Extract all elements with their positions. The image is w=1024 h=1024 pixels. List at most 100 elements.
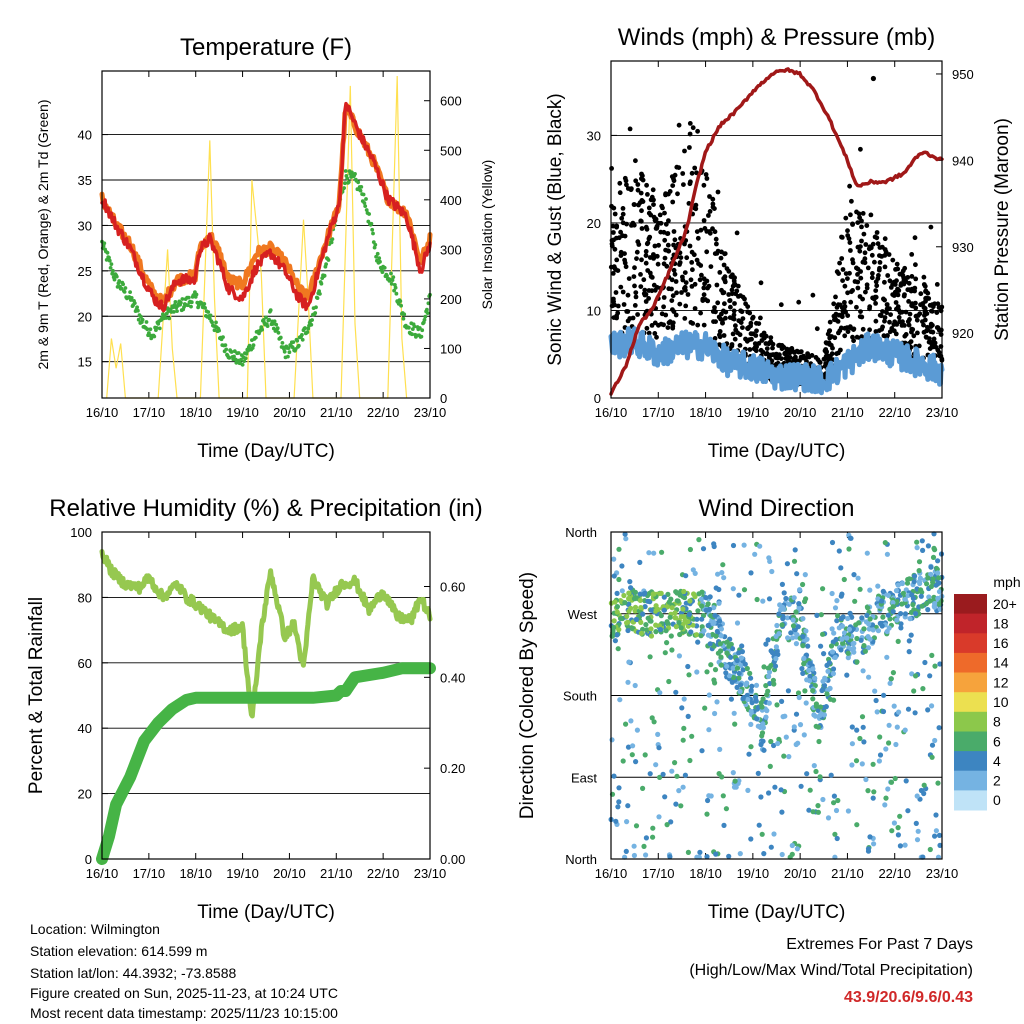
direction-point bbox=[920, 686, 926, 692]
gust-point bbox=[663, 221, 669, 227]
gust-point bbox=[880, 309, 885, 314]
dewpoint-point bbox=[274, 322, 279, 327]
direction-point bbox=[711, 677, 717, 683]
dewpoint-point bbox=[419, 334, 424, 339]
dewpoint-point bbox=[367, 212, 371, 216]
direction-point bbox=[771, 742, 777, 749]
direction-point bbox=[692, 594, 698, 600]
gust-point bbox=[744, 338, 750, 344]
gust-point bbox=[612, 246, 618, 252]
direction-point bbox=[784, 615, 791, 621]
gust-point bbox=[843, 271, 849, 276]
direction-point bbox=[711, 543, 717, 550]
direction-point bbox=[623, 848, 629, 855]
gust-point bbox=[863, 289, 868, 295]
direction-point bbox=[730, 770, 736, 776]
direction-point bbox=[840, 614, 846, 620]
y-tick-label: East bbox=[571, 770, 597, 785]
direction-point bbox=[805, 643, 811, 649]
direction-point bbox=[615, 646, 621, 652]
dewpoint-point bbox=[145, 327, 150, 332]
direction-point bbox=[803, 628, 809, 634]
gust-point bbox=[671, 229, 677, 234]
solar-insolation-line bbox=[106, 75, 408, 399]
direction-point bbox=[773, 644, 780, 650]
gust-point bbox=[646, 205, 652, 211]
direction-point bbox=[895, 582, 901, 588]
direction-point bbox=[781, 590, 787, 596]
y-tick-label: North bbox=[565, 852, 597, 867]
direction-point bbox=[728, 654, 734, 660]
direction-point bbox=[812, 675, 818, 681]
gust-point bbox=[849, 289, 854, 295]
gust-point bbox=[671, 267, 677, 273]
direction-point bbox=[764, 708, 770, 714]
gust-point bbox=[720, 318, 725, 323]
direction-point bbox=[740, 667, 746, 673]
x-tick-label: 17/10 bbox=[133, 866, 166, 881]
dewpoint-point bbox=[371, 231, 375, 236]
direction-point bbox=[807, 678, 813, 684]
direction-point bbox=[609, 737, 615, 743]
gust-point bbox=[712, 305, 717, 310]
gust-point bbox=[862, 250, 868, 256]
dewpoint-point bbox=[202, 302, 207, 306]
gust-point bbox=[687, 145, 692, 150]
direction-point bbox=[855, 575, 861, 581]
direction-point bbox=[807, 673, 813, 679]
direction-point bbox=[624, 620, 630, 626]
gust-point bbox=[793, 357, 798, 363]
gust-point bbox=[670, 320, 676, 326]
direction-point bbox=[611, 556, 617, 562]
direction-point bbox=[796, 605, 802, 611]
direction-point bbox=[774, 648, 780, 655]
direction-point bbox=[783, 595, 789, 602]
gust-point bbox=[617, 190, 623, 196]
y-tick-label: 20 bbox=[78, 309, 92, 324]
direction-point bbox=[628, 585, 634, 591]
gust-point bbox=[877, 260, 883, 265]
station-pressure-line bbox=[609, 67, 944, 396]
direction-point bbox=[867, 616, 873, 622]
dewpoint-point bbox=[389, 282, 394, 286]
direction-point bbox=[628, 605, 634, 611]
gust-point bbox=[649, 323, 655, 328]
direction-point bbox=[925, 575, 931, 581]
direction-point bbox=[914, 837, 921, 843]
direction-point bbox=[619, 563, 625, 569]
dewpoint-point bbox=[210, 320, 215, 325]
gust-point bbox=[689, 260, 695, 265]
gust-point bbox=[753, 344, 759, 350]
direction-point bbox=[835, 613, 841, 619]
direction-point bbox=[800, 670, 806, 677]
direction-point bbox=[646, 550, 652, 556]
gust-point bbox=[688, 277, 694, 283]
direction-point bbox=[668, 596, 674, 602]
direction-point bbox=[797, 722, 804, 728]
direction-point bbox=[854, 727, 860, 733]
direction-point bbox=[689, 733, 695, 739]
gust-point bbox=[913, 262, 918, 268]
direction-point bbox=[618, 616, 624, 622]
direction-point bbox=[849, 724, 855, 730]
extremes-values: 43.9/20.6/9.6/0.43 bbox=[844, 989, 973, 1006]
direction-point bbox=[810, 666, 816, 672]
gust-point bbox=[774, 351, 779, 357]
gust-point bbox=[643, 224, 649, 230]
dewpoint-point bbox=[329, 240, 334, 245]
direction-point bbox=[800, 616, 806, 622]
dewpoint-point bbox=[136, 317, 141, 322]
direction-point bbox=[760, 738, 766, 744]
gust-point bbox=[936, 327, 942, 333]
colorbar-swatch bbox=[954, 692, 987, 713]
direction-point bbox=[622, 600, 628, 606]
gust-point bbox=[896, 315, 902, 320]
direction-point bbox=[865, 788, 871, 794]
dewpoint-point bbox=[370, 227, 375, 232]
x-tick-label: 19/10 bbox=[737, 866, 770, 881]
direction-point bbox=[792, 547, 798, 553]
gust-point bbox=[683, 287, 688, 293]
direction-point bbox=[810, 688, 816, 694]
direction-point bbox=[886, 740, 892, 746]
gust-point bbox=[900, 273, 906, 278]
